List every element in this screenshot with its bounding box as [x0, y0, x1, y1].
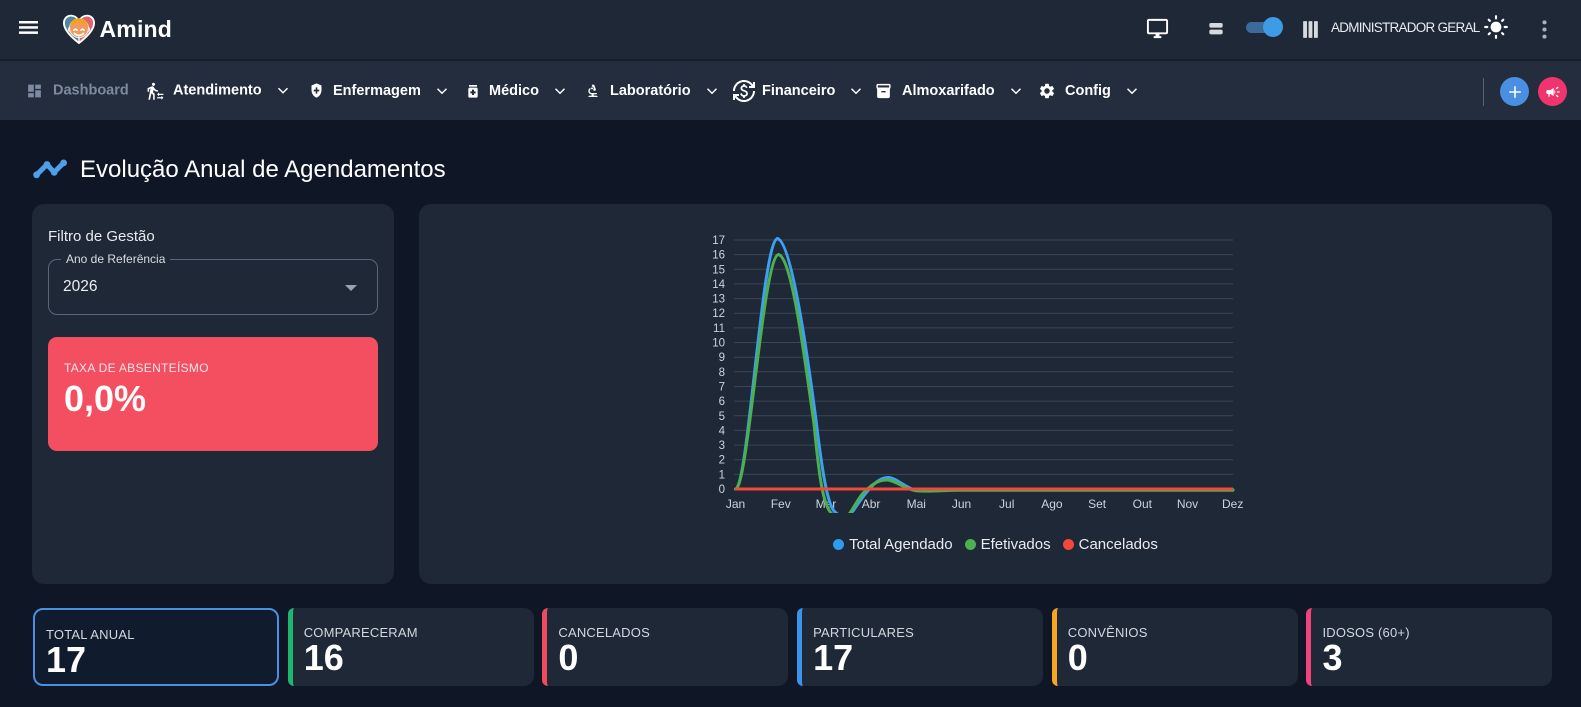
- svg-text:Jun: Jun: [952, 497, 971, 511]
- svg-text:Dez: Dez: [1222, 497, 1243, 511]
- svg-text:8: 8: [719, 367, 725, 379]
- svg-text:Nov: Nov: [1177, 497, 1198, 511]
- svg-text:Mai: Mai: [907, 497, 926, 511]
- svg-text:Jul: Jul: [999, 497, 1014, 511]
- svg-text:Abr: Abr: [862, 497, 881, 511]
- svg-text:Set: Set: [1088, 497, 1107, 511]
- svg-text:Fev: Fev: [771, 497, 791, 511]
- svg-text:5: 5: [719, 411, 725, 423]
- svg-text:6: 6: [719, 396, 725, 408]
- svg-text:1: 1: [719, 469, 725, 481]
- svg-text:11: 11: [713, 323, 725, 335]
- svg-text:3: 3: [719, 440, 725, 452]
- svg-text:Out: Out: [1133, 497, 1153, 511]
- svg-text:0: 0: [719, 484, 725, 496]
- svg-text:10: 10: [712, 338, 725, 350]
- svg-text:15: 15: [712, 264, 725, 276]
- svg-text:16: 16: [712, 250, 725, 262]
- svg-text:Jan: Jan: [726, 497, 745, 511]
- svg-text:9: 9: [719, 352, 725, 364]
- svg-text:12: 12: [712, 308, 725, 320]
- svg-text:2: 2: [719, 455, 725, 467]
- svg-text:7: 7: [719, 382, 725, 394]
- svg-text:4: 4: [719, 425, 726, 437]
- svg-text:14: 14: [712, 279, 725, 291]
- svg-text:Ago: Ago: [1041, 497, 1063, 511]
- svg-text:13: 13: [712, 294, 725, 306]
- svg-text:17: 17: [712, 235, 725, 247]
